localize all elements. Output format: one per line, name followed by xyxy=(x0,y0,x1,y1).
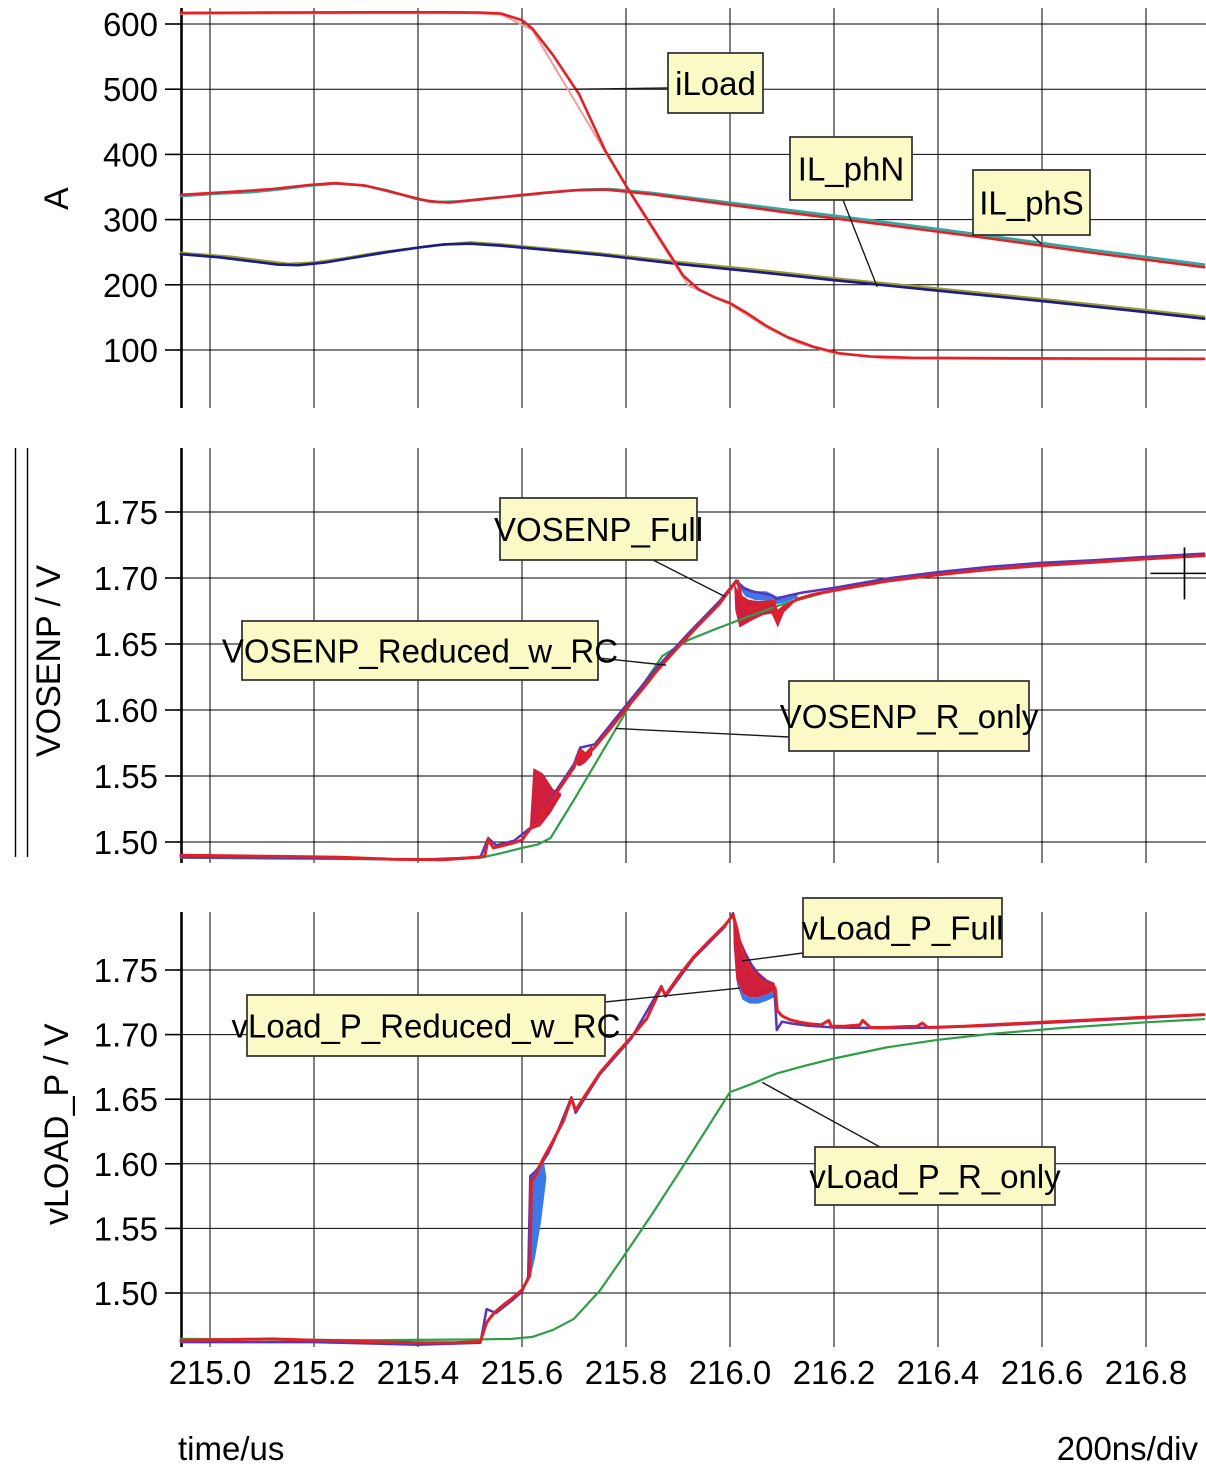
y-tick-label: 1.65 xyxy=(94,626,158,663)
callout-connector xyxy=(842,199,878,288)
panel-1: 1.75 1.70 1.65 1.60 1.55 1.50 VOSENP_Full VOSEN… xyxy=(14,448,1206,863)
curve-IL_phN_run1[interactable] xyxy=(179,241,1206,319)
ringing-band-peak_blue xyxy=(736,979,775,1004)
y-axis-title-vosenp: VOSENP / V xyxy=(30,564,68,757)
callout-connector xyxy=(615,727,790,738)
curve-VOSENP_Full[interactable] xyxy=(179,552,1206,862)
y-tick-label: 100 xyxy=(103,332,158,369)
curve-VOSENP_Reduced_w_RC[interactable] xyxy=(179,554,1206,862)
curve-vLoad_P_Reduced_w_RC[interactable] xyxy=(179,913,1206,1345)
x-tick-label: 215.8 xyxy=(585,1354,668,1391)
callout-box-VOSENP_R_only[interactable] xyxy=(788,680,1030,752)
x-tick-label: 216.8 xyxy=(1105,1354,1188,1391)
x-tick-label: 215.2 xyxy=(273,1354,356,1391)
callout-connector xyxy=(604,987,740,1003)
callout-label: IL_phN xyxy=(798,151,904,188)
callout-box-VOSENP_Full[interactable] xyxy=(499,497,698,561)
callout-box-iLoad[interactable] xyxy=(667,52,764,114)
curve-VOSENP_R_only[interactable] xyxy=(179,553,1206,861)
x-tick-label: 216.6 xyxy=(1001,1354,1084,1391)
callout-label: vLoad_P_Reduced_w_RC xyxy=(232,1008,621,1045)
y-tick-label: 1.60 xyxy=(94,692,158,729)
y-tick-label: 300 xyxy=(103,202,158,239)
y-tick-label: 1.50 xyxy=(94,1275,158,1312)
callout-label: VOSENP_Reduced_w_RC xyxy=(222,633,618,670)
callout-label: VOSENP_Full xyxy=(494,511,703,548)
callout-label: vLoad_P_R_only xyxy=(809,1158,1061,1195)
y-tick-label: 500 xyxy=(103,71,158,108)
x-axis-title: time/us xyxy=(178,1430,285,1467)
callout-connector xyxy=(741,952,804,962)
panel-2: 1.75 1.70 1.65 1.60 1.55 1.50 vLoad_P_Reduced_… xyxy=(94,897,1206,1347)
callout-connector xyxy=(597,657,667,666)
callout-label: vLoad_P_Full xyxy=(802,910,1004,947)
callout-connector xyxy=(575,87,669,90)
y-tick-label: 1.60 xyxy=(94,1146,158,1183)
callout-box-vLoad_P_Full[interactable] xyxy=(802,897,1003,958)
y-axis-title-vload: vLOAD_P / V xyxy=(38,1023,76,1225)
callout-box-vLoad_P_Reduced_w_RC[interactable] xyxy=(246,994,606,1057)
x-tick-label: 216.2 xyxy=(793,1354,876,1391)
y-tick-label: 200 xyxy=(103,267,158,304)
x-tick-label: 216.0 xyxy=(689,1354,772,1391)
y-tick-label: 600 xyxy=(103,6,158,43)
x-tick-label: 215.4 xyxy=(377,1354,460,1391)
x-axis-scale-label: 200ns/div xyxy=(1056,1430,1198,1467)
callout-box-IL_phN[interactable] xyxy=(789,136,913,201)
callout-box-VOSENP_Reduced_w_RC[interactable] xyxy=(241,620,599,681)
ringing-band-ring_jump xyxy=(529,768,561,831)
curve-vLoad_P_R_only[interactable] xyxy=(179,1017,1206,1342)
callout-connector xyxy=(652,559,726,598)
y-tick-label: 1.50 xyxy=(94,824,158,861)
x-tick-label: 215.6 xyxy=(481,1354,564,1391)
ringing-band-peak_red xyxy=(733,915,775,998)
callout-label: VOSENP_R_only xyxy=(780,698,1039,735)
curve-vLoad_P_Full[interactable] xyxy=(179,911,1206,1346)
callout-box-IL_phS[interactable] xyxy=(972,169,1091,236)
y-tick-label: 1.75 xyxy=(94,952,158,989)
y-tick-label: 400 xyxy=(103,136,158,173)
callout-connector xyxy=(1031,234,1043,245)
y-axis-title-current: A xyxy=(38,187,76,210)
y-tick-label: 1.55 xyxy=(94,758,158,795)
x-tick-label: 216.4 xyxy=(897,1354,980,1391)
y-tick-label: 1.65 xyxy=(94,1081,158,1118)
callout-label: IL_phS xyxy=(979,185,1084,222)
y-tick-label: 1.75 xyxy=(94,494,158,531)
panel-0: 600 500 400 300 200 100 iLoad IL_phN IL_phS xyxy=(103,6,1206,408)
y-tick-label: 1.70 xyxy=(94,1017,158,1054)
curve-IL_phN_run2[interactable] xyxy=(179,242,1206,321)
y-tick-label: 1.70 xyxy=(94,560,158,597)
callout-label: iLoad xyxy=(675,65,756,102)
x-tick-label: 215.0 xyxy=(169,1354,252,1391)
y-tick-label: 1.55 xyxy=(94,1210,158,1247)
callout-box-vLoad_P_R_only[interactable] xyxy=(814,1146,1056,1206)
callout-connector xyxy=(761,1081,881,1148)
curve-iLoad[interactable] xyxy=(179,11,1206,361)
